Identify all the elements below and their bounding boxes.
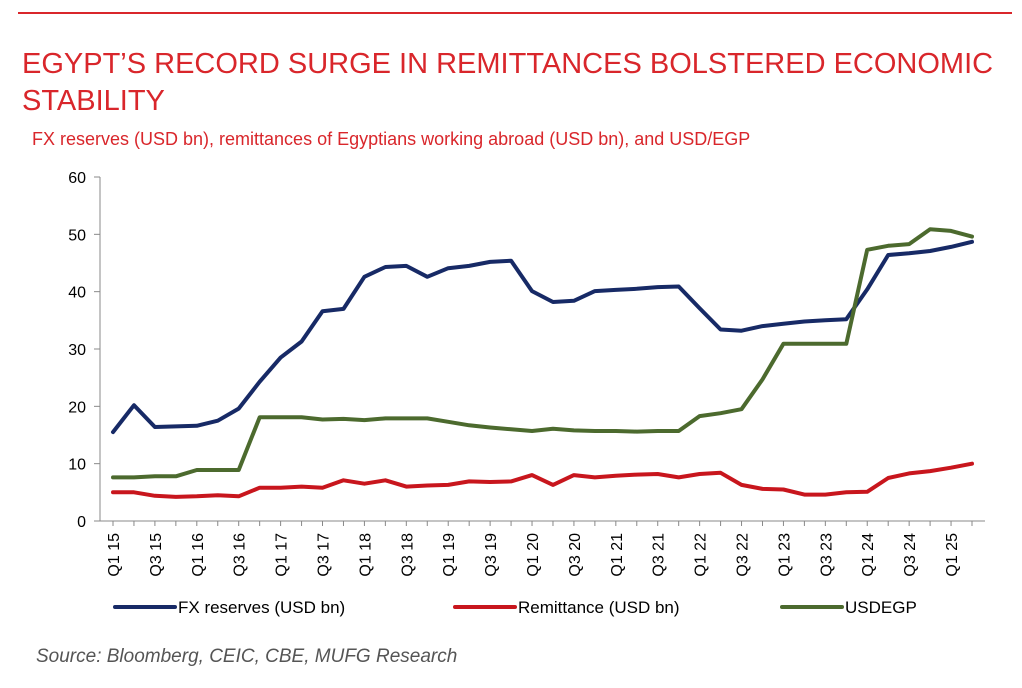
series-layer bbox=[111, 227, 974, 499]
x-tick-label: Q1 20 bbox=[525, 533, 542, 577]
series-line-fx-reserves bbox=[111, 239, 974, 435]
x-tick-label: Q1 15 bbox=[106, 533, 123, 577]
legend-label-remittance: Remittance (USD bn) bbox=[518, 598, 680, 617]
legend-label-fx-reserves: FX reserves (USD bn) bbox=[178, 598, 345, 617]
x-tick-label: Q3 19 bbox=[483, 533, 500, 577]
y-tick-label: 10 bbox=[68, 457, 86, 474]
series-line-remittance bbox=[111, 461, 974, 499]
chart-axes: 0 10 20 30 40 50 60 Q1 15 Q3 15 Q1 16 Q3 16 Q1 17 Q3… bbox=[68, 170, 985, 577]
x-tick-label: Q1 16 bbox=[190, 533, 207, 577]
x-tick-label: Q1 19 bbox=[441, 533, 458, 577]
x-tick-label: Q3 16 bbox=[232, 533, 249, 577]
top-rule bbox=[18, 12, 1012, 14]
x-tick-label: Q3 18 bbox=[399, 533, 416, 577]
series-line-usdegp bbox=[111, 227, 974, 480]
x-tick-label: Q3 21 bbox=[651, 533, 668, 577]
x-tick-label: Q1 24 bbox=[860, 533, 877, 577]
y-tick-label: 60 bbox=[68, 170, 86, 187]
x-tick-label: Q1 23 bbox=[776, 533, 793, 577]
source-note: Source: Bloomberg, CEIC, CBE, MUFG Resea… bbox=[36, 646, 458, 667]
y-tick-label: 50 bbox=[68, 227, 86, 244]
x-tick-label: Q1 25 bbox=[944, 533, 961, 577]
chart-subtitle: FX reserves (USD bn), remittances of Egy… bbox=[32, 129, 751, 149]
x-tick-label: Q3 23 bbox=[818, 533, 835, 577]
x-tick-label: Q3 15 bbox=[148, 533, 165, 577]
x-tick-label: Q1 22 bbox=[693, 533, 710, 577]
y-tick-label: 0 bbox=[77, 514, 86, 531]
x-tick-label: Q3 20 bbox=[567, 533, 584, 577]
x-tick-label: Q3 24 bbox=[902, 533, 919, 577]
x-tick-label: Q1 18 bbox=[357, 533, 374, 577]
x-tick-label: Q1 21 bbox=[609, 533, 626, 577]
chart-legend: FX reserves (USD bn) Remittance (USD bn) U… bbox=[113, 598, 917, 617]
y-tick-label: 30 bbox=[68, 342, 86, 359]
y-tick-label: 40 bbox=[68, 285, 86, 302]
legend-label-usdegp: USDEGP bbox=[845, 598, 917, 617]
x-tick-label: Q3 17 bbox=[316, 533, 333, 577]
y-tick-label: 20 bbox=[68, 399, 86, 416]
page-title: EGYPT’S RECORD SURGE IN REMITTANCES BOLS… bbox=[22, 48, 994, 117]
x-tick-label: Q1 17 bbox=[274, 533, 291, 577]
x-tick-label: Q3 22 bbox=[735, 533, 752, 577]
